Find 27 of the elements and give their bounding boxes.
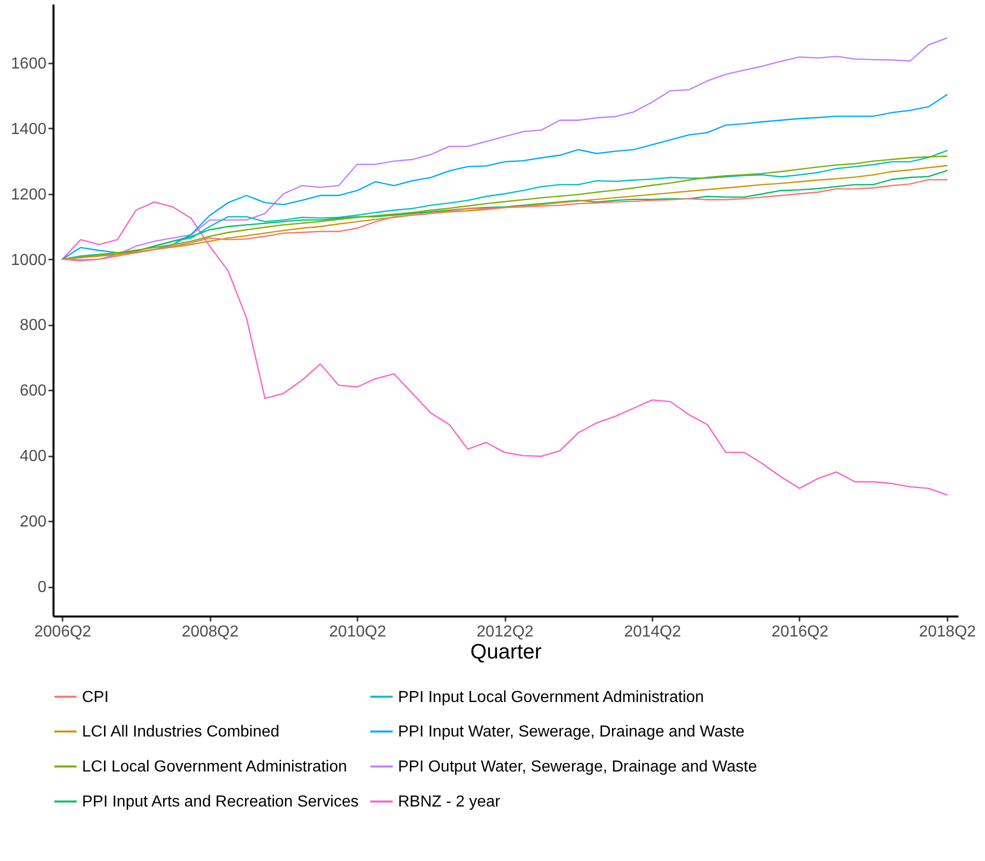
line-series (62, 201, 948, 496)
y-tick-label: 200 (20, 514, 47, 531)
legend-label: CPI (82, 688, 109, 706)
x-tick-label: 2018Q2 (918, 624, 976, 640)
y-tick-label: 0 (38, 579, 47, 596)
x-tick-label: 2006Q2 (34, 624, 92, 640)
legend-label: RBNZ - 2 year (398, 794, 501, 810)
x-tick-label: 2008Q2 (182, 624, 239, 640)
legend-label: PPI Input Local Government Administration (398, 688, 704, 706)
y-tick-label: 1000 (10, 252, 47, 269)
y-tick-label: 800 (20, 317, 47, 334)
legend-label: LCI Local Government Administration (82, 758, 348, 776)
y-tick-label: 1600 (10, 55, 47, 72)
x-tick-label: 2016Q2 (772, 624, 829, 640)
line-series (62, 94, 948, 260)
y-tick-label: 400 (20, 448, 47, 466)
legend-label: PPI Input Water, Sewerage, Drainage and Waste (398, 724, 745, 740)
x-tick-label: 2014Q2 (624, 624, 682, 640)
y-tick-label: 600 (20, 382, 47, 400)
y-tick-label: 1400 (10, 120, 47, 138)
x-tick-label: 2012Q2 (476, 624, 534, 640)
x-axis-title: Quarter (470, 640, 542, 664)
y-tick-label: 1200 (10, 186, 47, 204)
x-tick-label: 2010Q2 (329, 624, 386, 640)
legend-label: PPI Input Arts and Recreation Services (82, 794, 359, 810)
legend-label: LCI All Industries Combined (82, 724, 280, 740)
legend-label: PPI Output Water, Sewerage, Drainage and Waste (398, 758, 758, 776)
